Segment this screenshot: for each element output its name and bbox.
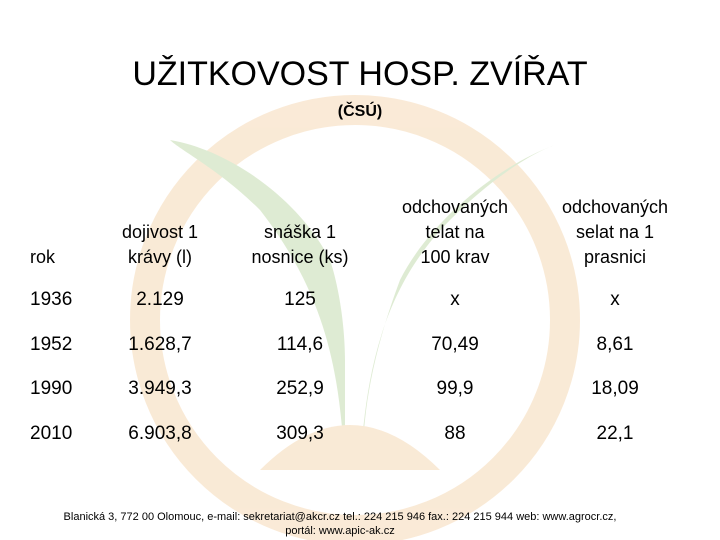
column-header: nosnice (ks)	[251, 247, 348, 267]
table-cell: 1936	[30, 289, 72, 310]
column-header: telat na	[425, 222, 485, 242]
column-header: prasnici	[584, 247, 646, 267]
table-cell: 22,1	[597, 423, 634, 444]
table-cell: 2.129	[136, 289, 184, 310]
table-cell: 252,9	[276, 378, 324, 399]
table-cell: x	[450, 289, 460, 310]
table-cell: 1952	[30, 334, 72, 355]
table-cell: 1.628,7	[128, 334, 191, 355]
column-header: dojivost 1	[122, 222, 198, 242]
column-header: odchovaných	[562, 197, 668, 217]
column-header: krávy (l)	[128, 247, 192, 267]
table-cell: 1990	[30, 378, 72, 399]
table-cell: 3.949,3	[128, 378, 191, 399]
table-cell: 8,61	[597, 334, 634, 355]
watermark-logo	[130, 95, 580, 540]
footer-line: Blanická 3, 772 00 Olomouc, e-mail: sekr…	[64, 511, 617, 523]
table-cell: 99,9	[437, 378, 474, 399]
column-header: snáška 1	[264, 222, 336, 242]
table-cell: 6.903,8	[128, 423, 191, 444]
column-header: rok	[30, 247, 56, 267]
table-cell: 309,3	[276, 423, 324, 444]
table-cell: 125	[284, 289, 316, 310]
column-header: selat na 1	[576, 222, 654, 242]
subtitle: (ČSÚ)	[338, 101, 382, 120]
footer-line: portál: www.apic-ak.cz	[285, 525, 394, 537]
table-cell: 88	[444, 423, 465, 444]
table-cell: 18,09	[591, 378, 639, 399]
table-cell: 114,6	[277, 334, 323, 355]
column-header: odchovaných	[402, 197, 508, 217]
table-cell: 2010	[30, 423, 72, 444]
table-cell: 70,49	[431, 334, 479, 355]
column-header: 100 krav	[420, 247, 489, 267]
table: rok dojivost 1 krávy (l) snáška 1 nosnice (k…	[30, 197, 668, 444]
title: UŽITKOVOST HOSP. ZVÍŘAT	[132, 55, 587, 93]
table-cell: x	[610, 289, 620, 310]
